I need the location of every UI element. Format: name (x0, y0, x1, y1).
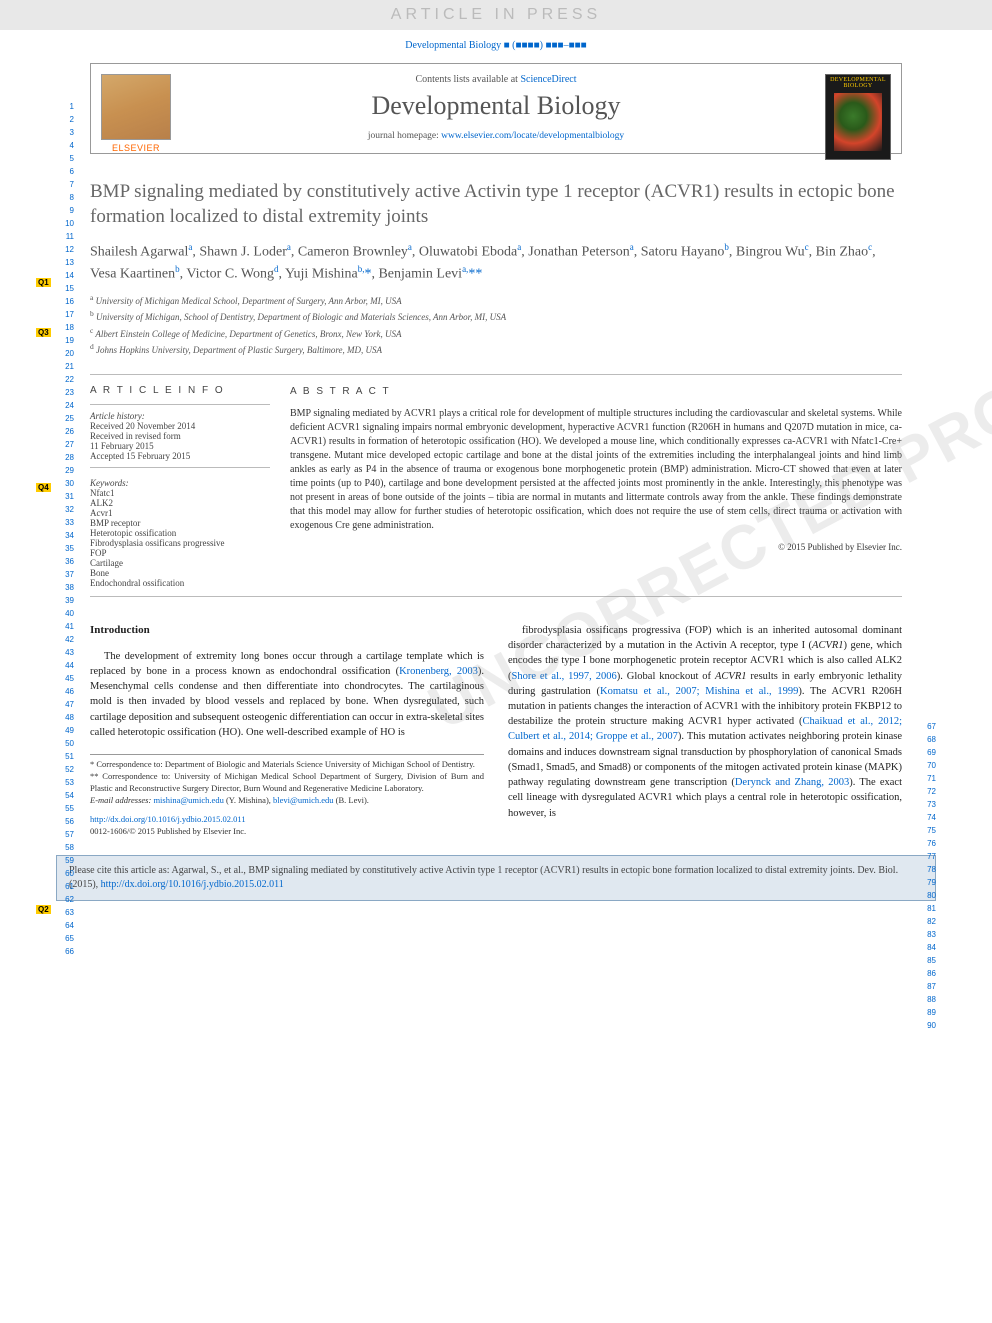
history-line: Received in revised form (90, 431, 270, 441)
affiliation-item: c Albert Einstein College of Medicine, D… (90, 325, 902, 342)
contents-pre-text: Contents lists available at (415, 74, 520, 85)
sciencedirect-link[interactable]: ScienceDirect (520, 74, 576, 85)
top-citation-meta: Developmental Biology ■ (■■■■) ■■■–■■■ (0, 30, 992, 57)
keyword-item: BMP receptor (90, 518, 270, 528)
query-marker: Q4 (36, 483, 51, 492)
journal-homepage-link[interactable]: www.elsevier.com/locate/developmentalbio… (441, 131, 624, 141)
doi-block: http://dx.doi.org/10.1016/j.ydbio.2015.0… (90, 813, 484, 838)
footnotes-block: * Correspondence to: Department of Biolo… (90, 754, 484, 807)
history-line: 11 February 2015 (90, 441, 270, 451)
please-cite-box: Please cite this article as: Agarwal, S.… (56, 855, 936, 901)
abstract-copyright: © 2015 Published by Elsevier Inc. (290, 541, 902, 554)
author-list: Shailesh Agarwala, Shawn J. Lodera, Came… (90, 241, 902, 284)
keyword-item: FOP (90, 548, 270, 558)
contents-lists-line: Contents lists available at ScienceDirec… (191, 74, 801, 85)
query-marker: Q2 (36, 905, 51, 914)
homepage-pre-text: journal homepage: (368, 131, 441, 141)
affiliation-item: a University of Michigan Medical School,… (90, 292, 902, 309)
article-in-press-banner: ARTICLE IN PRESS (0, 0, 992, 30)
introduction-paragraph-1: The development of extremity long bones … (90, 649, 484, 740)
email-name-2: (B. Levi). (334, 795, 369, 805)
abstract-heading: A B S T R A C T (290, 385, 902, 399)
affiliation-item: d Johns Hopkins University, Department o… (90, 341, 902, 358)
line-numbers-left: 1234567891011121314151617181920212223242… (56, 100, 74, 958)
query-marker: Q3 (36, 328, 51, 337)
issn-copyright: 0012-1606/© 2015 Published by Elsevier I… (90, 826, 246, 836)
body-column-right: fibrodysplasia ossificans progressiva (F… (508, 623, 902, 837)
keyword-item: Bone (90, 568, 270, 578)
cite-box-doi-link[interactable]: http://dx.doi.org/10.1016/j.ydbio.2015.0… (101, 879, 284, 890)
separator-line (90, 596, 902, 597)
article-title: BMP signaling mediated by constitutively… (90, 180, 902, 229)
correspondence-2: ** Correspondence to: University of Mich… (90, 771, 484, 795)
affiliation-list: a University of Michigan Medical School,… (90, 292, 902, 358)
elsevier-brand-text: ELSEVIER (101, 140, 171, 153)
affiliation-item: b University of Michigan, School of Dent… (90, 308, 902, 325)
keyword-item: Cartilage (90, 558, 270, 568)
keyword-item: Fibrodysplasia ossificans progressive (90, 538, 270, 548)
email-label: E-mail addresses: (90, 795, 153, 805)
journal-thumb-caption: DEVELOPMENTAL BIOLOGY (826, 77, 890, 89)
keyword-item: ALK2 (90, 498, 270, 508)
line-numbers-right: 6768697071727374757677787980818283848586… (918, 720, 936, 1032)
keyword-item: Heterotopic ossification (90, 528, 270, 538)
journal-homepage-line: journal homepage: www.elsevier.com/locat… (191, 131, 801, 141)
keyword-item: Endochondral ossification (90, 578, 270, 588)
email-link-2[interactable]: blevi@umich.edu (273, 795, 333, 805)
history-line: Accepted 15 February 2015 (90, 451, 270, 461)
introduction-heading: Introduction (90, 623, 484, 639)
history-line: Received 20 November 2014 (90, 421, 270, 431)
doi-link[interactable]: http://dx.doi.org/10.1016/j.ydbio.2015.0… (90, 814, 246, 824)
abstract-text: BMP signaling mediated by ACVR1 plays a … (290, 407, 902, 533)
article-history-label: Article history: (90, 411, 270, 421)
email-link-1[interactable]: mishina@umich.edu (153, 795, 223, 805)
body-column-left: Introduction The development of extremit… (90, 623, 484, 837)
journal-cover-thumbnail: DEVELOPMENTAL BIOLOGY (825, 74, 891, 160)
journal-header-box: ELSEVIER DEVELOPMENTAL BIOLOGY Contents … (90, 63, 902, 154)
query-marker: Q1 (36, 278, 51, 287)
elsevier-logo: ELSEVIER (101, 74, 171, 160)
elsevier-tree-icon (101, 74, 171, 140)
journal-name: Developmental Biology (191, 91, 801, 121)
abstract-block: A B S T R A C T BMP signaling mediated b… (290, 385, 902, 588)
separator-line (90, 374, 902, 375)
email-addresses-line: E-mail addresses: mishina@umich.edu (Y. … (90, 795, 484, 807)
keywords-label: Keywords: (90, 478, 270, 488)
keyword-item: Acvr1 (90, 508, 270, 518)
email-name-1: (Y. Mishina), (224, 795, 273, 805)
article-info-heading: A R T I C L E I N F O (90, 385, 270, 396)
article-info-sidebar: A R T I C L E I N F O Article history: R… (90, 385, 270, 588)
keyword-item: Nfatc1 (90, 488, 270, 498)
introduction-paragraph-2: fibrodysplasia ossificans progressiva (F… (508, 623, 902, 821)
correspondence-1: * Correspondence to: Department of Biolo… (90, 759, 484, 771)
